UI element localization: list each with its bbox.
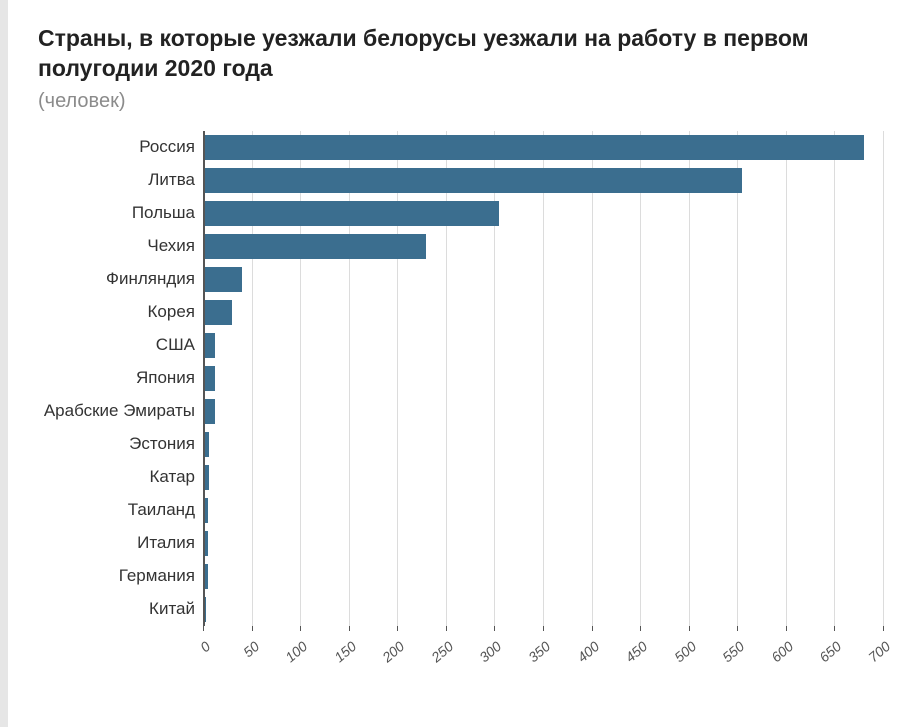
x-tick-label: 450 (622, 638, 650, 665)
x-tick-label: 600 (768, 638, 796, 665)
bar-row: Польша (203, 197, 883, 230)
bar (203, 168, 742, 193)
bar (203, 135, 864, 160)
y-axis-label: Россия (139, 137, 203, 157)
x-tick-mark (446, 626, 447, 631)
x-tick-label: 700 (865, 638, 893, 665)
x-tick-mark (349, 626, 350, 631)
bar (203, 300, 232, 325)
y-axis-label: Эстония (129, 434, 203, 454)
chart-title: Страны, в которые уезжали белорусы уезжа… (38, 24, 893, 84)
y-axis-label: Литва (148, 170, 203, 190)
bar-row: Эстония (203, 428, 883, 461)
bar (203, 333, 215, 358)
x-tick-label: 100 (282, 638, 310, 665)
y-axis-label: Корея (148, 302, 203, 322)
x-tick-mark (494, 626, 495, 631)
x-tick-label: 400 (574, 638, 602, 665)
y-axis-label: Таиланд (128, 500, 203, 520)
bar-row: Германия (203, 560, 883, 593)
bar-row: Япония (203, 362, 883, 395)
bar-row: Корея (203, 296, 883, 329)
y-axis-label: Финляндия (106, 269, 203, 289)
x-tick-label: 250 (428, 638, 456, 665)
bar-row: Арабские Эмираты (203, 395, 883, 428)
bar-row: Литва (203, 164, 883, 197)
y-axis-label: США (156, 335, 203, 355)
bar-row: США (203, 329, 883, 362)
bar-row: Финляндия (203, 263, 883, 296)
x-tick-mark (786, 626, 787, 631)
x-tick-mark (543, 626, 544, 631)
x-tick-mark (640, 626, 641, 631)
x-tick-label: 350 (525, 638, 553, 665)
bar (203, 399, 215, 424)
y-axis-label: Катар (150, 467, 204, 487)
x-tick-label: 500 (671, 638, 699, 665)
bar-row: Катар (203, 461, 883, 494)
x-tick-mark (397, 626, 398, 631)
bar (203, 201, 499, 226)
x-tick-mark (592, 626, 593, 631)
chart-container: Страны, в которые уезжали белорусы уезжа… (0, 0, 913, 727)
bar (203, 234, 426, 259)
y-axis-label: Китай (149, 599, 203, 619)
y-axis-label: Чехия (147, 236, 203, 256)
gridline (883, 131, 884, 626)
bar-row: Россия (203, 131, 883, 164)
x-tick-mark (252, 626, 253, 631)
x-tick-label: 150 (331, 638, 359, 665)
x-tick-label: 650 (817, 638, 845, 665)
bar (203, 366, 215, 391)
x-tick-mark (300, 626, 301, 631)
x-axis-ticks: 0501001502002503003504004505005506006507… (203, 630, 883, 680)
x-tick-mark (737, 626, 738, 631)
y-axis-label: Германия (119, 566, 203, 586)
y-axis-label: Польша (132, 203, 203, 223)
bar (203, 267, 242, 292)
y-axis-label: Арабские Эмираты (44, 401, 203, 421)
plot-area: РоссияЛитваПольшаЧехияФинляндияКореяСШАЯ… (203, 131, 883, 626)
y-axis-line (203, 131, 205, 626)
x-tick-label: 200 (379, 638, 407, 665)
bar-row: Китай (203, 593, 883, 626)
bar-row: Таиланд (203, 494, 883, 527)
x-tick-mark (203, 626, 204, 631)
bar-row: Чехия (203, 230, 883, 263)
x-tick-mark (883, 626, 884, 631)
y-axis-label: Италия (137, 533, 203, 553)
bar-row: Италия (203, 527, 883, 560)
x-tick-label: 300 (477, 638, 505, 665)
x-tick-mark (689, 626, 690, 631)
x-tick-mark (834, 626, 835, 631)
chart-subtitle: (человек) (38, 90, 893, 113)
x-tick-label: 550 (719, 638, 747, 665)
x-tick-label: 0 (197, 638, 213, 655)
x-tick-label: 50 (240, 638, 262, 660)
y-axis-label: Япония (136, 368, 203, 388)
